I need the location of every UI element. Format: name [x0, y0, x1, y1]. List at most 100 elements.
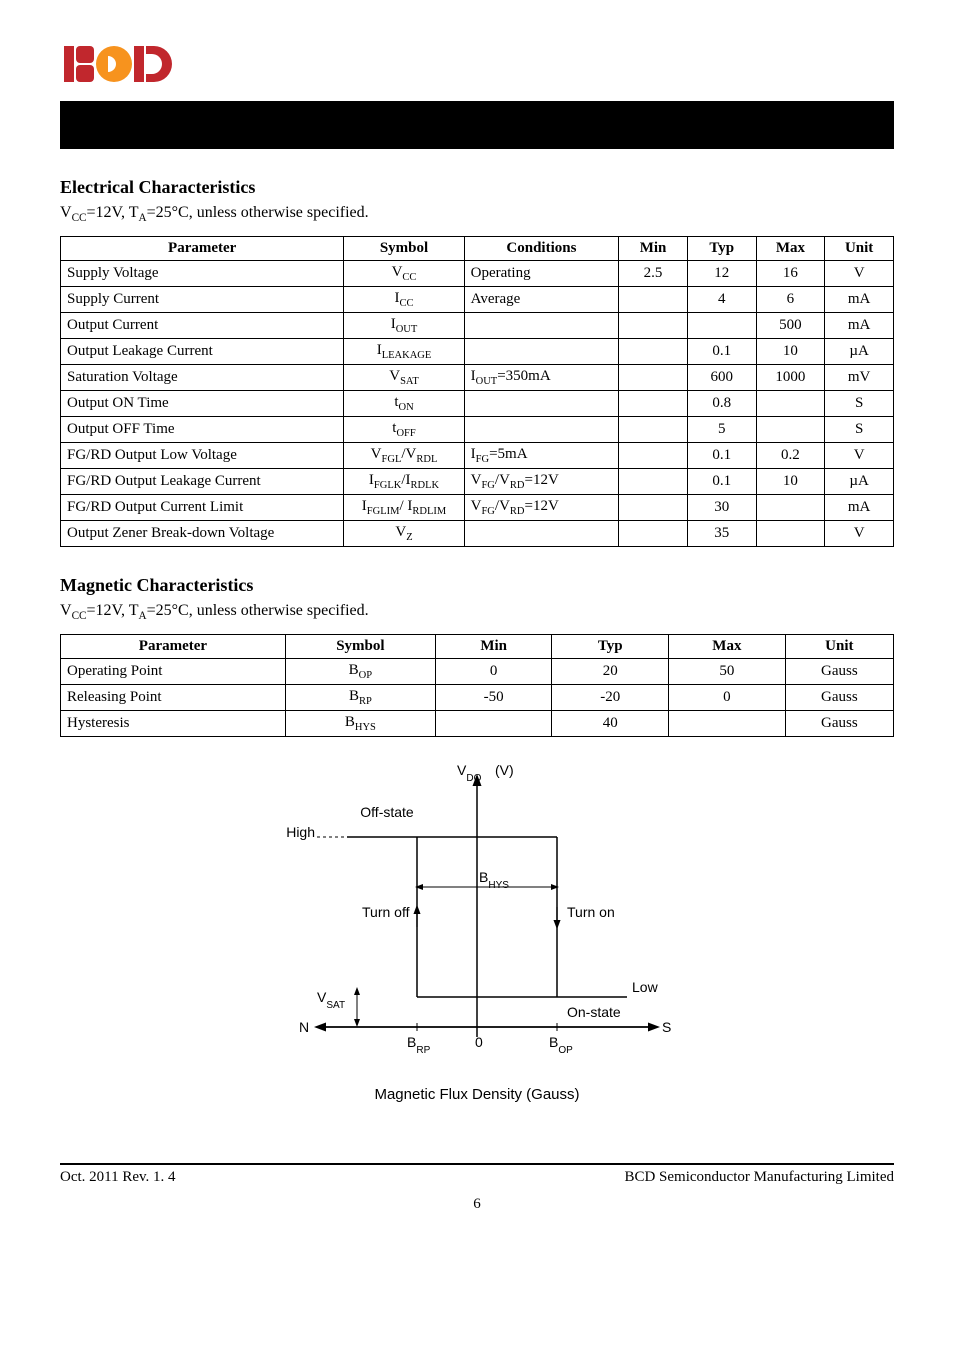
table-row: FG/RD Output Leakage CurrentIFGLK/IRDLKV…	[61, 469, 894, 495]
table-cell: Operating Point	[61, 659, 286, 685]
table-cell: Average	[464, 287, 619, 313]
table-cell: -50	[435, 685, 552, 711]
table-cell: Output Current	[61, 313, 344, 339]
svg-text:0: 0	[475, 1034, 483, 1050]
mag-header-cell: Symbol	[285, 635, 435, 659]
table-cell: VFGL/VRDL	[344, 443, 464, 469]
table-cell: V	[825, 261, 894, 287]
table-row: Output Leakage CurrentILEAKAGE0.110µA	[61, 339, 894, 365]
table-cell	[687, 313, 756, 339]
table-row: Saturation VoltageVSATIOUT=350mA6001000m…	[61, 365, 894, 391]
table-cell: Output Leakage Current	[61, 339, 344, 365]
table-cell: 0.2	[756, 443, 825, 469]
elec-header-cell: Typ	[687, 237, 756, 261]
title-bar	[60, 101, 894, 149]
mag-table: ParameterSymbolMinTypMaxUnit Operating P…	[60, 634, 894, 737]
table-cell	[619, 469, 688, 495]
table-cell: 16	[756, 261, 825, 287]
table-cell	[464, 391, 619, 417]
table-cell: Saturation Voltage	[61, 365, 344, 391]
elec-header-cell: Symbol	[344, 237, 464, 261]
table-cell	[756, 495, 825, 521]
elec-tbody: Supply VoltageVCCOperating2.51216VSupply…	[61, 261, 894, 547]
table-row: Output ON TimetON0.8S	[61, 391, 894, 417]
table-cell: VCC	[344, 261, 464, 287]
table-cell: IFG=5mA	[464, 443, 619, 469]
table-cell: 10	[756, 339, 825, 365]
table-cell: BRP	[285, 685, 435, 711]
table-cell: FG/RD Output Current Limit	[61, 495, 344, 521]
table-cell: 30	[687, 495, 756, 521]
table-cell: 12	[687, 261, 756, 287]
elec-table: ParameterSymbolConditionsMinTypMaxUnit S…	[60, 236, 894, 547]
hysteresis-figure: VDO(V)Off-stateHighTurn offTurn onBHYSVS…	[60, 757, 894, 1103]
table-cell	[435, 711, 552, 737]
svg-text:BOP: BOP	[549, 1034, 573, 1056]
elec-header-cell: Conditions	[464, 237, 619, 261]
table-cell	[619, 417, 688, 443]
table-cell	[619, 443, 688, 469]
table-cell: 40	[552, 711, 669, 737]
table-cell: Hysteresis	[61, 711, 286, 737]
table-cell: 0	[435, 659, 552, 685]
table-cell: BOP	[285, 659, 435, 685]
table-cell: Supply Voltage	[61, 261, 344, 287]
table-cell: ICC	[344, 287, 464, 313]
table-row: Output Zener Break-down VoltageVZ35V	[61, 521, 894, 547]
mag-header-cell: Max	[669, 635, 786, 659]
footer-left: Oct. 2011 Rev. 1. 4	[60, 1169, 176, 1186]
table-cell: µA	[825, 339, 894, 365]
svg-text:VSAT: VSAT	[317, 989, 345, 1011]
table-cell	[619, 313, 688, 339]
table-cell: VZ	[344, 521, 464, 547]
table-cell: 600	[687, 365, 756, 391]
table-cell	[619, 287, 688, 313]
table-cell: Output Zener Break-down Voltage	[61, 521, 344, 547]
table-cell	[619, 365, 688, 391]
table-cell: 50	[669, 659, 786, 685]
svg-text:On-state: On-state	[567, 1004, 621, 1020]
table-cell: mA	[825, 287, 894, 313]
table-cell: 35	[687, 521, 756, 547]
table-cell: BHYS	[285, 711, 435, 737]
figure-caption: Magnetic Flux Density (Gauss)	[60, 1086, 894, 1103]
table-cell: IOUT=350mA	[464, 365, 619, 391]
table-cell	[669, 711, 786, 737]
table-cell: µA	[825, 469, 894, 495]
mag-header-cell: Min	[435, 635, 552, 659]
table-cell: Gauss	[785, 659, 893, 685]
svg-text:(V): (V)	[495, 762, 514, 778]
table-cell	[619, 521, 688, 547]
table-cell: mA	[825, 495, 894, 521]
mag-header-row: ParameterSymbolMinTypMaxUnit	[61, 635, 894, 659]
footer-right: BCD Semiconductor Manufacturing Limited	[624, 1169, 894, 1186]
table-cell: 0.1	[687, 443, 756, 469]
table-cell: 0	[669, 685, 786, 711]
table-cell: Releasing Point	[61, 685, 286, 711]
mag-header-cell: Unit	[785, 635, 893, 659]
table-cell: FG/RD Output Leakage Current	[61, 469, 344, 495]
svg-text:Turn off: Turn off	[362, 904, 410, 920]
elec-title: Electrical Characteristics	[60, 177, 894, 198]
mag-conditions: VCC=12V, TA=25°C, unless otherwise speci…	[60, 602, 894, 622]
elec-header-cell: Parameter	[61, 237, 344, 261]
bcd-logo	[60, 40, 200, 93]
table-cell: mV	[825, 365, 894, 391]
table-cell: Output ON Time	[61, 391, 344, 417]
table-cell	[464, 339, 619, 365]
table-cell: mA	[825, 313, 894, 339]
elec-header-cell: Min	[619, 237, 688, 261]
table-row: HysteresisBHYS40Gauss	[61, 711, 894, 737]
table-cell: IFGLIM/ IRDLIM	[344, 495, 464, 521]
table-cell: VFG/VRD=12V	[464, 495, 619, 521]
table-cell: IFGLK/IRDLK	[344, 469, 464, 495]
svg-text:Off-state: Off-state	[360, 804, 414, 820]
table-row: Operating PointBOP02050Gauss	[61, 659, 894, 685]
svg-text:VDO: VDO	[457, 762, 482, 784]
table-cell: S	[825, 391, 894, 417]
svg-text:High: High	[286, 824, 315, 840]
table-cell: 0.1	[687, 339, 756, 365]
mag-header-cell: Typ	[552, 635, 669, 659]
table-cell	[619, 339, 688, 365]
svg-text:N: N	[299, 1019, 309, 1035]
